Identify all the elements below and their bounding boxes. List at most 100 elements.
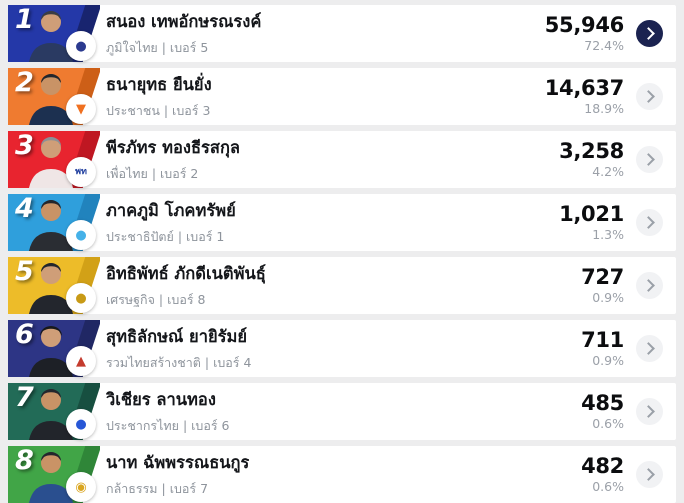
rank-number: 1 [15, 4, 34, 35]
party-and-ballot-number: เศรษฐกิจ | เบอร์ 8 [106, 292, 206, 307]
chevron-right-button[interactable] [636, 398, 663, 425]
rank-number: 8 [15, 445, 34, 476]
rank-badge: 7 ● [8, 382, 100, 440]
vote-percent: 0.9% [592, 289, 624, 305]
vote-percent: 0.6% [592, 478, 624, 494]
rank-number: 4 [15, 193, 34, 224]
candidate-info: สุทธิลักษณ์ ยายิรัมย์ รวมไทยสร้างชาติ | … [106, 324, 251, 373]
vote-percent: 1.3% [592, 226, 624, 242]
candidate-info: พีรภัทร ทองธีรสกุล เพื่อไทย | เบอร์ 2 [106, 135, 240, 184]
vote-count: 485 [581, 391, 624, 416]
candidate-name: วิเชียร ลานทอง [106, 390, 216, 409]
vote-percent: 72.4% [584, 37, 624, 53]
chevron-right-button[interactable] [636, 461, 663, 488]
candidate-name: พีรภัทร ทองธีรสกุล [106, 138, 241, 157]
party-and-ballot-number: ประชาธิปัตย์ | เบอร์ 1 [106, 229, 225, 244]
vote-stats: 482 0.6% [581, 455, 624, 493]
rank-badge: 2 ▼ [8, 67, 100, 125]
chevron-right-button[interactable] [636, 209, 663, 236]
chevron-right-button[interactable] [636, 20, 663, 47]
candidate-photo [29, 137, 73, 188]
chevron-right-button[interactable] [636, 83, 663, 110]
rank-badge: 5 ● [8, 256, 100, 314]
party-and-ballot-number: ประชาชน | เบอร์ 3 [106, 103, 211, 118]
candidate-name: สนอง เทพอักษรณรงค์ [106, 12, 262, 31]
candidate-row[interactable]: 2 ▼ ธนายุทธ ยืนยั่ง ประชาชน | เบอร์ 3 14… [8, 68, 676, 125]
vote-percent: 4.2% [592, 163, 624, 179]
prachakorn-thai-party-logo-icon: ● [66, 409, 96, 439]
candidate-row[interactable]: 8 ◉ นาท ฉัพพรรณธนกูร กล้าธรรม | เบอร์ 7 … [8, 446, 676, 503]
chevron-right-icon [641, 90, 655, 103]
candidate-name: ธนายุทธ ยืนยั่ง [106, 75, 212, 94]
vote-stats: 1,021 1.3% [559, 203, 624, 241]
kla-tham-party-logo-icon: ◉ [66, 472, 96, 502]
chevron-right-icon [641, 153, 655, 166]
vote-count: 3,258 [559, 139, 624, 164]
vote-percent: 0.9% [592, 352, 624, 368]
candidate-row[interactable]: 7 ● วิเชียร ลานทอง ประชากรไทย | เบอร์ 6 … [8, 383, 676, 440]
vote-stats: 485 0.6% [581, 392, 624, 430]
candidate-row[interactable]: 5 ● อิทธิพัทธ์ ภักดีเนติพันธุ์ เศรษฐกิจ … [8, 257, 676, 314]
candidate-info: วิเชียร ลานทอง ประชากรไทย | เบอร์ 6 [106, 387, 230, 436]
vote-count: 727 [581, 265, 624, 290]
chevron-right-icon [641, 405, 655, 418]
candidate-name: สุทธิลักษณ์ ยายิรัมย์ [106, 327, 248, 346]
vote-stats: 711 0.9% [581, 329, 624, 367]
vote-stats: 727 0.9% [581, 266, 624, 304]
candidate-row[interactable]: 1 ● สนอง เทพอักษรณรงค์ ภูมิใจไทย | เบอร์… [8, 5, 676, 62]
vote-count: 1,021 [559, 202, 624, 227]
party-and-ballot-number: กล้าธรรม | เบอร์ 7 [106, 481, 209, 496]
candidate-name: ภาคภูมิ โภคทรัพย์ [106, 201, 236, 220]
rank-number: 5 [15, 256, 34, 287]
chevron-right-button[interactable] [636, 272, 663, 299]
candidate-photo [29, 452, 73, 503]
rank-badge: 3 พท [8, 130, 100, 188]
candidate-photo [29, 200, 73, 251]
chevron-right-icon [641, 27, 655, 40]
vote-percent: 0.6% [592, 415, 624, 431]
candidate-photo [29, 326, 73, 377]
united-thai-nation-party-logo-icon: ▲ [66, 346, 96, 376]
chevron-right-icon [641, 279, 655, 292]
candidate-info: ภาคภูมิ โภคทรัพย์ ประชาธิปัตย์ | เบอร์ 1 [106, 198, 236, 247]
party-and-ballot-number: เพื่อไทย | เบอร์ 2 [106, 166, 199, 181]
rank-badge: 4 ● [8, 193, 100, 251]
candidate-photo [29, 263, 73, 314]
candidate-photo [29, 11, 73, 62]
rank-number: 3 [15, 130, 34, 161]
rank-badge: 8 ◉ [8, 445, 100, 503]
vote-count: 55,946 [544, 13, 625, 38]
candidate-row[interactable]: 6 ▲ สุทธิลักษณ์ ยายิรัมย์ รวมไทยสร้างชาต… [8, 320, 676, 377]
vote-count: 711 [581, 328, 624, 353]
rank-number: 2 [15, 67, 34, 98]
rank-number: 6 [15, 319, 34, 350]
chevron-right-icon [641, 468, 655, 481]
pheu-thai-party-logo-icon: พท [66, 157, 96, 187]
bhumjaithai-party-logo-icon: ● [66, 31, 96, 61]
rank-badge: 1 ● [8, 4, 100, 62]
candidate-info: อิทธิพัทธ์ ภักดีเนติพันธุ์ เศรษฐกิจ | เบ… [106, 261, 266, 310]
people-party-logo-icon: ▼ [66, 94, 96, 124]
rank-number: 7 [15, 382, 34, 413]
candidate-photo [29, 389, 73, 440]
chevron-right-icon [641, 342, 655, 355]
vote-count: 482 [581, 454, 624, 479]
vote-count: 14,637 [544, 76, 625, 101]
rank-badge: 6 ▲ [8, 319, 100, 377]
party-and-ballot-number: ประชากรไทย | เบอร์ 6 [106, 418, 230, 433]
party-and-ballot-number: ภูมิใจไทย | เบอร์ 5 [106, 40, 209, 55]
vote-stats: 3,258 4.2% [559, 140, 624, 178]
candidate-name: นาท ฉัพพรรณธนกูร [106, 453, 250, 472]
chevron-right-button[interactable] [636, 146, 663, 173]
candidate-info: ธนายุทธ ยืนยั่ง ประชาชน | เบอร์ 3 [106, 72, 212, 121]
candidate-row[interactable]: 4 ● ภาคภูมิ โภคทรัพย์ ประชาธิปัตย์ | เบอ… [8, 194, 676, 251]
chevron-right-icon [641, 216, 655, 229]
candidate-row[interactable]: 3 พท พีรภัทร ทองธีรสกุล เพื่อไทย | เบอร์… [8, 131, 676, 188]
chevron-right-button[interactable] [636, 335, 663, 362]
candidate-info: นาท ฉัพพรรณธนกูร กล้าธรรม | เบอร์ 7 [106, 450, 249, 499]
vote-stats: 14,637 18.9% [544, 76, 625, 115]
candidate-name: อิทธิพัทธ์ ภักดีเนติพันธุ์ [106, 264, 266, 283]
democrat-party-logo-icon: ● [66, 220, 96, 250]
